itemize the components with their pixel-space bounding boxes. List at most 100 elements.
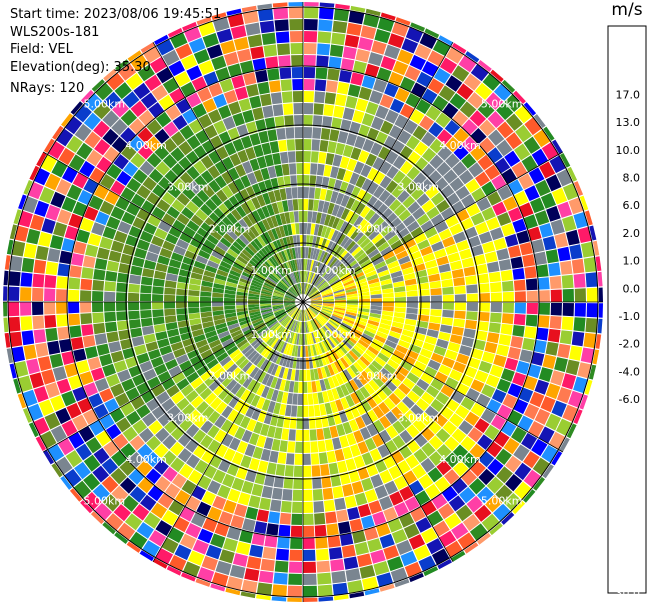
gate-cell (153, 558, 168, 569)
gate-cell (360, 336, 372, 345)
gate-cell (214, 522, 230, 537)
gate-cell (330, 259, 340, 270)
gate-cell (200, 285, 213, 292)
gate-cell (333, 308, 345, 314)
gate-cell (161, 398, 176, 412)
gate-cell (237, 284, 249, 291)
gate-cell (291, 405, 298, 417)
gate-cell (303, 597, 318, 602)
gate-cell (92, 291, 104, 302)
gate-cell (225, 312, 237, 319)
gate-cell (253, 339, 264, 350)
gate-cell (310, 294, 321, 300)
gate-cell (404, 278, 417, 286)
gate-cell (335, 265, 346, 275)
gate-cell (311, 302, 322, 304)
gate-cell (68, 154, 85, 172)
gate-cell (305, 247, 309, 259)
gate-cell (214, 429, 227, 443)
gate-cell (311, 332, 317, 344)
gate-cell (260, 299, 271, 302)
gate-cell (292, 272, 297, 284)
gate-cell (449, 93, 466, 110)
gate-cell (38, 231, 52, 247)
gate-cell (44, 173, 61, 191)
gate-cell (164, 483, 181, 499)
gate-cell (503, 437, 520, 455)
gate-cell (357, 311, 370, 316)
gate-cell (294, 333, 298, 345)
gate-cell (261, 247, 271, 259)
gate-cell (470, 348, 484, 360)
gate-cell (110, 383, 125, 397)
gate-cell (190, 323, 203, 332)
gate-cell (283, 276, 292, 287)
gate-cell (189, 318, 202, 326)
gate-cell (284, 303, 296, 306)
gate-cell (480, 408, 496, 424)
gate-cell (164, 280, 177, 289)
gate-cell (236, 288, 249, 293)
gate-cell (393, 316, 405, 324)
gate-cell (276, 390, 284, 403)
gate-cell (245, 22, 261, 36)
gate-cell (421, 147, 437, 163)
gate-cell (385, 212, 398, 225)
gate-cell (260, 359, 269, 371)
gate-cell (422, 252, 436, 263)
gate-cell (314, 79, 327, 92)
gate-cell (571, 331, 585, 347)
gate-cell (212, 495, 227, 510)
gate-cell (85, 244, 99, 258)
gate-cell (275, 226, 282, 239)
gate-cell (249, 313, 262, 319)
gate-cell (246, 83, 259, 97)
gate-cell (573, 409, 583, 424)
gate-cell (314, 331, 321, 343)
gate-cell (228, 167, 240, 181)
gate-cell (303, 223, 308, 235)
gate-cell (498, 334, 512, 346)
gate-cell (410, 404, 424, 418)
gate-cell (466, 495, 484, 513)
gate-cell (326, 389, 335, 402)
gate-cell (64, 468, 82, 487)
gate-cell (146, 152, 162, 168)
gate-cell (213, 207, 226, 220)
gate-cell (355, 98, 369, 112)
gate-cell (444, 436, 460, 452)
gate-cell (367, 319, 380, 327)
gate-cell (282, 355, 289, 367)
gate-cell (272, 303, 284, 306)
gate-cell (193, 160, 207, 175)
gate-cell (166, 565, 182, 576)
gate-cell (490, 312, 502, 323)
gate-cell (226, 229, 238, 241)
gate-cell (452, 161, 467, 177)
gate-cell (298, 369, 303, 381)
gate-cell (110, 467, 127, 485)
gate-cell (516, 360, 530, 375)
gate-cell (484, 341, 498, 354)
gate-cell (314, 524, 327, 537)
gate-cell (405, 181, 419, 195)
gate-cell (320, 288, 332, 294)
gate-cell (550, 289, 562, 302)
gate-cell (260, 448, 271, 462)
gate-cell (276, 267, 285, 278)
gate-cell (208, 410, 221, 424)
gate-cell (214, 318, 226, 326)
gate-cell (324, 227, 332, 239)
gate-cell (151, 84, 168, 101)
gate-cell (339, 435, 350, 448)
gate-cell (79, 160, 95, 178)
gate-cell (136, 522, 154, 539)
gate-cell (206, 234, 219, 245)
gate-cell (320, 341, 328, 353)
gate-cell (252, 446, 264, 460)
gate-cell (82, 255, 96, 268)
gate-cell (168, 60, 185, 77)
gate-cell (140, 42, 155, 54)
gate-cell (361, 222, 372, 234)
